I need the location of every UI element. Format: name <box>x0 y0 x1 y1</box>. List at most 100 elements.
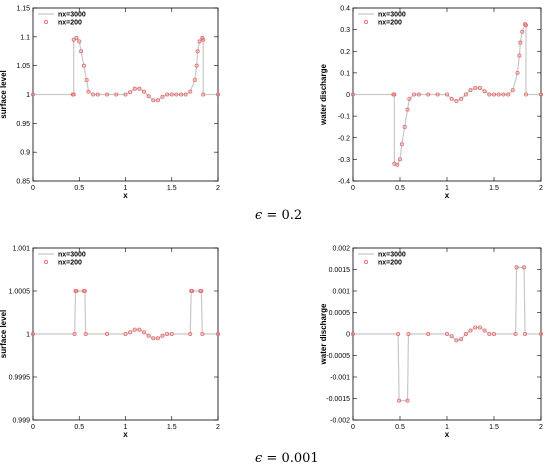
legend-label: nx=3000 <box>58 12 86 19</box>
y-tick-label: -0.0005 <box>326 353 350 360</box>
data-point <box>487 92 492 97</box>
data-point <box>407 96 412 101</box>
data-point <box>194 63 199 68</box>
x-axis-label: x <box>445 430 450 439</box>
data-point <box>449 96 454 101</box>
legend-swatch <box>363 259 369 265</box>
data-point <box>141 330 147 335</box>
data-point <box>477 85 482 91</box>
data-point <box>160 94 165 99</box>
y-tick-label: 1.1 <box>20 34 30 41</box>
data-point <box>137 327 142 332</box>
data-point <box>392 92 397 97</box>
legend-label: nx=200 <box>58 20 82 27</box>
data-point <box>77 39 82 44</box>
data-point <box>444 331 450 337</box>
caption-top-symbol: ϵ <box>255 208 263 223</box>
y-tick-label: 0.3 <box>340 27 350 34</box>
data-point <box>160 333 165 338</box>
data-point <box>435 92 440 97</box>
data-point <box>84 78 89 83</box>
data-point <box>538 331 544 337</box>
y-tick-label: 0.4 <box>340 6 350 13</box>
x-tick-label: 0 <box>351 185 355 192</box>
y-axis-label: water discharge <box>319 63 328 125</box>
y-tick-label: 0.002 <box>332 246 350 253</box>
y-tick-label: -0.4 <box>338 179 350 186</box>
data-point <box>491 331 497 337</box>
data-point <box>396 331 401 337</box>
data-point <box>201 37 206 42</box>
data-point <box>178 92 184 97</box>
x-tick-label: 2 <box>216 424 220 431</box>
chart-3: 0 0.5 1 1.5 2 0.999 0.9995 1 1.0005 1.001 x surface… <box>0 246 221 439</box>
data-point <box>30 92 36 97</box>
x-axis-label: x <box>123 191 128 200</box>
legend-swatch <box>43 19 49 25</box>
data-point <box>81 63 86 68</box>
data-point <box>192 78 197 83</box>
y-tick-label: 0 <box>346 332 350 339</box>
data-point <box>169 331 174 337</box>
data-point <box>523 23 529 28</box>
legend-label: nx=3000 <box>378 12 406 19</box>
data-point <box>132 86 137 91</box>
series-line-nx=3000 <box>33 36 218 101</box>
data-point <box>463 331 468 337</box>
data-point <box>74 35 79 41</box>
data-point <box>151 98 156 103</box>
data-point <box>197 39 202 44</box>
data-point <box>128 90 133 95</box>
legend-swatch <box>363 19 369 25</box>
data-point <box>487 331 492 337</box>
series-line-nx=3000 <box>353 23 541 166</box>
data-point <box>426 92 431 97</box>
data-point <box>169 92 174 97</box>
data-point <box>399 142 404 147</box>
data-point <box>473 85 478 91</box>
data-point <box>468 328 473 333</box>
data-point <box>405 398 410 403</box>
data-point <box>522 265 527 270</box>
x-tick-label: 1 <box>124 424 128 431</box>
caption-top-text: = 0.2 <box>266 208 303 223</box>
data-point <box>190 288 195 294</box>
data-point <box>518 40 523 45</box>
data-point <box>506 92 511 97</box>
data-point <box>397 157 403 162</box>
x-tick-label: 0 <box>31 185 35 192</box>
data-point <box>165 92 170 97</box>
data-point <box>350 331 356 337</box>
x-axis-label: x <box>445 191 450 200</box>
y-tick-label: 0.95 <box>16 121 30 128</box>
data-point <box>200 331 205 337</box>
y-tick-label: -0.1 <box>338 114 350 121</box>
data-point <box>482 328 487 333</box>
data-point <box>517 53 522 58</box>
y-tick-label: -0.0015 <box>326 396 350 403</box>
data-point <box>510 88 515 93</box>
y-tick-label: -0.3 <box>338 157 350 164</box>
data-point <box>350 92 356 97</box>
data-point <box>83 331 88 337</box>
data-point <box>74 288 79 294</box>
x-tick-label: 1.5 <box>489 424 499 431</box>
data-point <box>522 331 528 337</box>
data-point <box>397 398 402 403</box>
data-point <box>86 89 91 94</box>
y-tick-label: 1.0005 <box>9 289 31 296</box>
data-point <box>146 94 151 99</box>
x-tick-label: 1.5 <box>167 424 177 431</box>
caption-bottom: ϵ = 0.001 <box>255 451 319 466</box>
data-point <box>114 92 119 97</box>
y-tick-label: 0.85 <box>16 179 30 186</box>
x-axis-label: x <box>123 430 128 439</box>
data-point <box>520 29 525 34</box>
data-point <box>91 92 96 97</box>
y-tick-label: 0.9 <box>20 150 30 157</box>
data-point <box>496 92 501 97</box>
y-tick-label: 1.001 <box>12 246 30 253</box>
y-tick-label: 1 <box>26 92 30 99</box>
data-point <box>104 92 110 97</box>
x-tick-label: 0 <box>31 424 35 431</box>
